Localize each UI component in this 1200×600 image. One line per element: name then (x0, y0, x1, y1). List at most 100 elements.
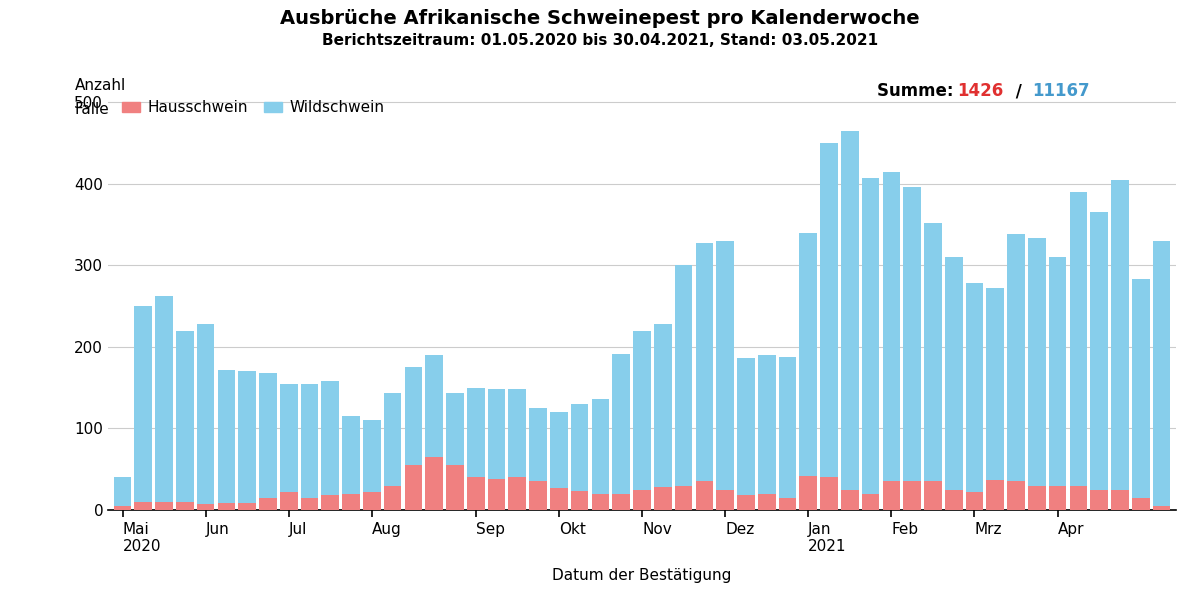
Bar (217, 503, 235, 510)
Bar (467, 478, 485, 510)
Bar (841, 490, 859, 510)
Bar (364, 421, 380, 510)
Bar (882, 172, 900, 510)
Bar (966, 492, 983, 510)
Bar (612, 353, 630, 510)
Bar (404, 465, 422, 510)
Bar (924, 481, 942, 510)
Bar (155, 296, 173, 510)
Bar (529, 481, 547, 510)
Bar (1049, 485, 1067, 510)
Bar (487, 389, 505, 510)
Bar (155, 502, 173, 510)
Bar (301, 498, 318, 510)
Bar (1091, 212, 1108, 510)
Bar (882, 481, 900, 510)
Bar (509, 389, 526, 510)
Bar (571, 491, 588, 510)
Bar (841, 131, 859, 510)
Bar (592, 494, 610, 510)
Bar (1091, 490, 1108, 510)
Bar (944, 257, 962, 510)
Bar (529, 408, 547, 510)
Bar (737, 358, 755, 510)
Bar (114, 506, 131, 510)
Bar (612, 494, 630, 510)
Bar (1111, 490, 1129, 510)
Text: 11167: 11167 (1032, 82, 1090, 100)
Bar (487, 479, 505, 510)
Text: Summe:: Summe: (877, 82, 959, 100)
Bar (425, 457, 443, 510)
Bar (592, 399, 610, 510)
Bar (654, 487, 672, 510)
Bar (716, 490, 734, 510)
Bar (446, 465, 464, 510)
Text: /: / (1010, 82, 1028, 100)
Bar (384, 487, 402, 510)
Bar (239, 371, 256, 510)
Bar (550, 488, 568, 510)
Bar (404, 367, 422, 510)
Text: Anzahl: Anzahl (74, 78, 126, 93)
Bar (820, 143, 838, 510)
Bar (674, 485, 692, 510)
Bar (1028, 485, 1045, 510)
Bar (342, 494, 360, 510)
Bar (696, 244, 713, 510)
Bar (799, 233, 817, 510)
Text: 1426: 1426 (958, 82, 1003, 100)
Bar (758, 494, 775, 510)
Bar (425, 355, 443, 510)
Bar (654, 324, 672, 510)
Bar (1132, 280, 1150, 510)
Bar (280, 492, 298, 510)
Bar (862, 494, 880, 510)
Bar (904, 187, 920, 510)
Bar (862, 178, 880, 510)
Bar (1111, 180, 1129, 510)
Bar (634, 490, 650, 510)
Bar (176, 502, 193, 510)
Bar (799, 476, 817, 510)
Bar (1028, 238, 1045, 510)
Bar (259, 498, 277, 510)
Bar (944, 490, 962, 510)
Legend: Hausschwein, Wildschwein: Hausschwein, Wildschwein (115, 94, 390, 122)
Bar (779, 357, 797, 510)
Bar (342, 416, 360, 510)
Bar (986, 480, 1004, 510)
Bar (364, 492, 380, 510)
Text: Ausbrüche Afrikanische Schweinepest pro Kalenderwoche: Ausbrüche Afrikanische Schweinepest pro … (280, 9, 920, 28)
Bar (467, 388, 485, 510)
Bar (134, 306, 152, 510)
Bar (446, 394, 464, 510)
Bar (384, 394, 402, 510)
Text: Fälle: Fälle (74, 102, 109, 117)
Bar (674, 265, 692, 510)
Bar (550, 412, 568, 510)
Bar (239, 503, 256, 510)
Bar (779, 498, 797, 510)
Bar (966, 283, 983, 510)
Bar (904, 481, 920, 510)
Bar (820, 478, 838, 510)
Bar (1069, 485, 1087, 510)
Bar (1049, 257, 1067, 510)
Bar (924, 223, 942, 510)
Bar (716, 241, 734, 510)
Bar (1007, 481, 1025, 510)
Bar (322, 496, 340, 510)
Bar (1132, 498, 1150, 510)
Bar (571, 404, 588, 510)
Bar (176, 331, 193, 510)
Bar (758, 355, 775, 510)
X-axis label: Datum der Bestätigung: Datum der Bestätigung (552, 568, 732, 583)
Bar (322, 381, 340, 510)
Bar (114, 478, 131, 510)
Bar (1153, 506, 1170, 510)
Bar (1007, 235, 1025, 510)
Bar (737, 496, 755, 510)
Bar (696, 481, 713, 510)
Bar (634, 331, 650, 510)
